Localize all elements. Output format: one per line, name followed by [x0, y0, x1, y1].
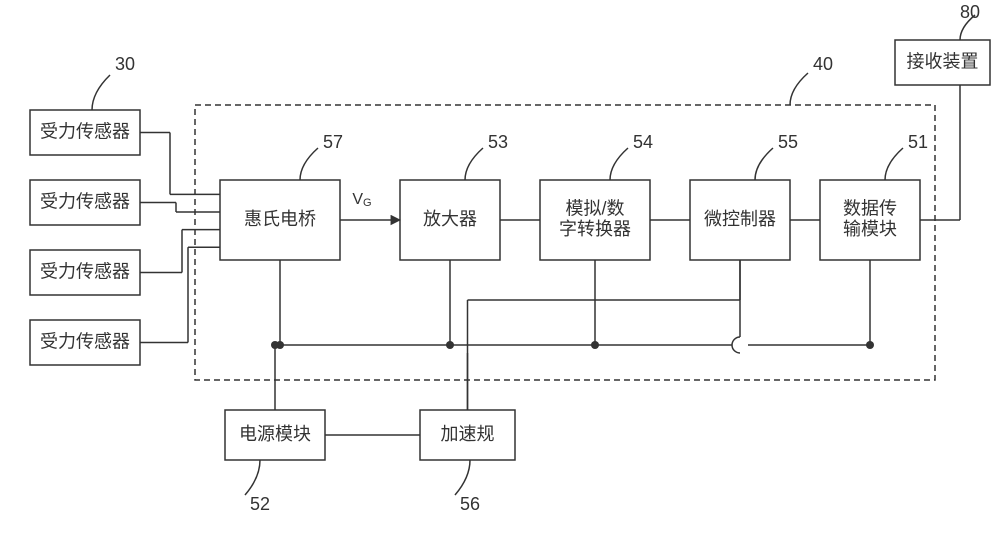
- accel-number: 56: [460, 494, 480, 514]
- amp-number: 53: [488, 132, 508, 152]
- datatx-leader: [885, 148, 903, 180]
- adc-leader: [610, 148, 628, 180]
- jump-arc: [732, 337, 740, 353]
- receiver-number: 80: [960, 2, 980, 22]
- sensor3-label: 受力传感器: [40, 261, 130, 281]
- adc-number: 54: [633, 132, 653, 152]
- sensor4-label: 受力传感器: [40, 331, 130, 351]
- adc-label: 字转换器: [559, 219, 631, 239]
- power-label: 电源模块: [239, 424, 311, 444]
- datatx-number: 51: [908, 132, 928, 152]
- mcu-label: 微控制器: [704, 209, 776, 229]
- accel-label: 加速规: [441, 424, 495, 444]
- block-diagram: 受力传感器受力传感器受力传感器受力传感器惠氏电桥放大器模拟/数字转换器微控制器数…: [0, 0, 1000, 535]
- receiver-label: 接收装置: [907, 51, 979, 71]
- power-leader: [245, 460, 260, 495]
- bridge-number: 57: [323, 132, 343, 152]
- amp-label: 放大器: [423, 209, 477, 229]
- container-number: 40: [813, 54, 833, 74]
- vg-label: VG: [352, 191, 371, 208]
- amp-leader: [465, 148, 483, 180]
- sensor2-label: 受力传感器: [40, 191, 130, 211]
- sensor_group-number: 30: [115, 54, 135, 74]
- bridge-leader: [300, 148, 318, 180]
- datatx-label: 输模块: [843, 219, 897, 239]
- container-40: [195, 105, 935, 380]
- sensor1-label: 受力传感器: [40, 121, 130, 141]
- mcu-leader: [755, 148, 773, 180]
- adc-label: 模拟/数: [565, 198, 624, 218]
- bridge-label: 惠氏电桥: [244, 209, 316, 229]
- power-number: 52: [250, 494, 270, 514]
- container-leader: [790, 73, 808, 105]
- mcu-number: 55: [778, 132, 798, 152]
- datatx-label: 数据传: [843, 198, 897, 218]
- sensor_group-leader: [92, 75, 110, 110]
- accel-leader: [455, 460, 470, 495]
